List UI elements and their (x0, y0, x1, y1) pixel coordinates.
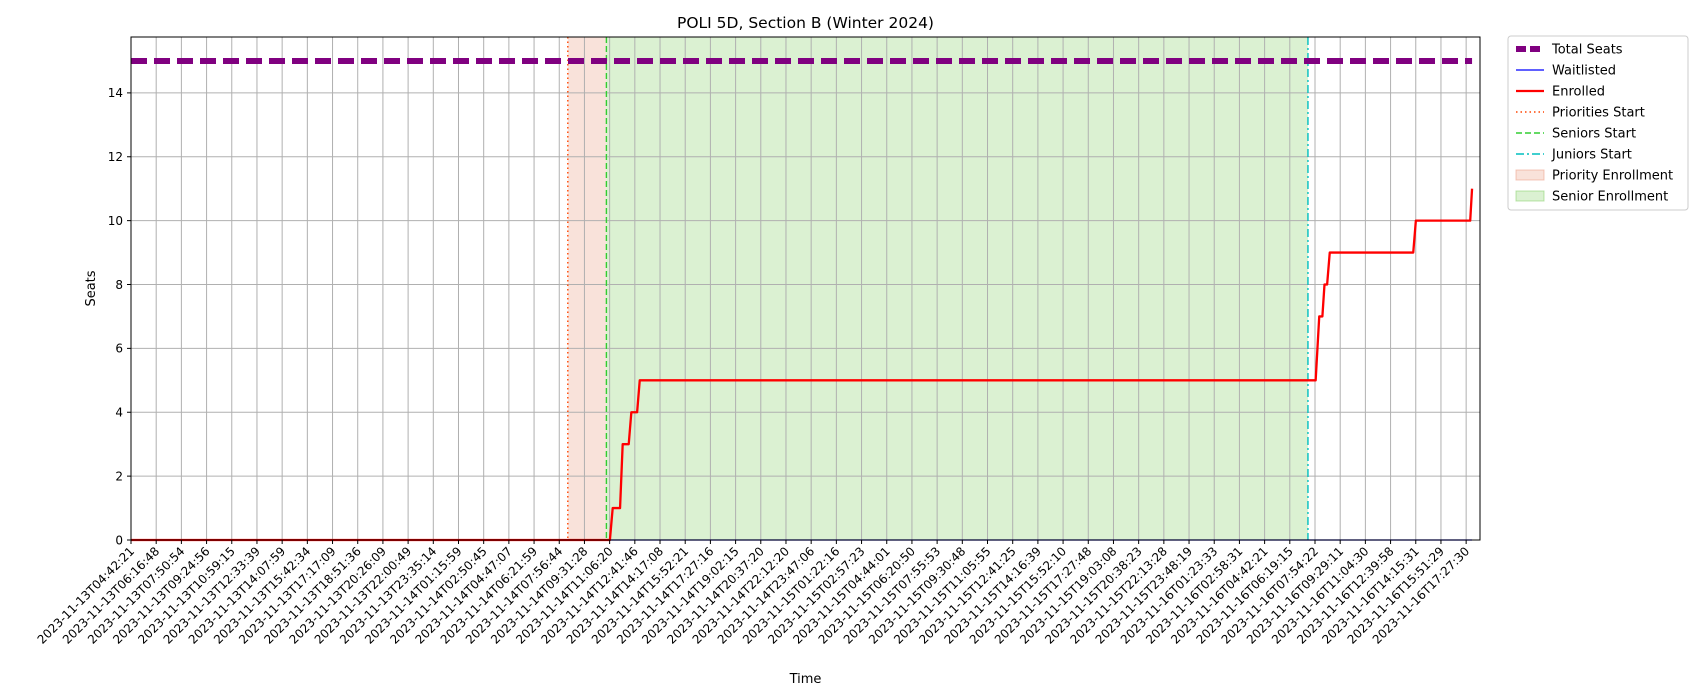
legend-box (1507, 35, 1689, 211)
legend-label-senior-enrollment: Senior Enrollment (1552, 190, 1668, 205)
legend-label-priorities-start: Priorities Start (1552, 106, 1645, 121)
span-senior-enrollment (606, 37, 1308, 540)
legend-label-enrolled: Enrolled (1552, 85, 1605, 100)
y-tick-label: 4 (115, 406, 123, 420)
legend-swatch-senior-enrollment (1515, 190, 1545, 202)
y-tick-label: 8 (115, 278, 123, 292)
legend-label-juniors-start: Juniors Start (1551, 148, 1632, 163)
y-axis-ticks: 0 2 4 6 8 10 12 14 (108, 86, 131, 547)
enrollment-spans (567, 37, 1308, 540)
legend-label-total-seats: Total Seats (1551, 43, 1623, 58)
span-priority-enrollment (567, 37, 607, 540)
plot-border (130, 36, 1481, 541)
x-axis-label: Time (789, 672, 822, 687)
y-tick-label: 10 (108, 214, 123, 228)
legend-label-priority-enrollment: Priority Enrollment (1552, 169, 1673, 184)
y-tick-label: 6 (115, 342, 123, 356)
series-enrolled (131, 188, 1474, 542)
y-tick-label: 12 (108, 150, 123, 164)
legend-label-waitlisted: Waitlisted (1552, 64, 1616, 79)
legend-swatch-priority-enrollment (1515, 169, 1545, 181)
y-tick-label: 14 (108, 86, 123, 100)
phase-markers (567, 37, 1309, 540)
y-tick-label: 2 (115, 469, 123, 483)
chart-title: POLI 5D, Section B (Winter 2024) (677, 14, 934, 32)
x-axis-ticks: 2023-11-13T04:42:212023-11-13T06:16:4820… (35, 540, 1472, 647)
y-tick-label: 0 (115, 533, 123, 547)
plot-frame (130, 36, 1481, 541)
legend-label-seniors-start: Seniors Start (1552, 127, 1636, 142)
legend: Total Seats Waitlisted Enrolled Priorities … (1507, 35, 1689, 211)
y-axis-label: Seats (84, 270, 99, 306)
